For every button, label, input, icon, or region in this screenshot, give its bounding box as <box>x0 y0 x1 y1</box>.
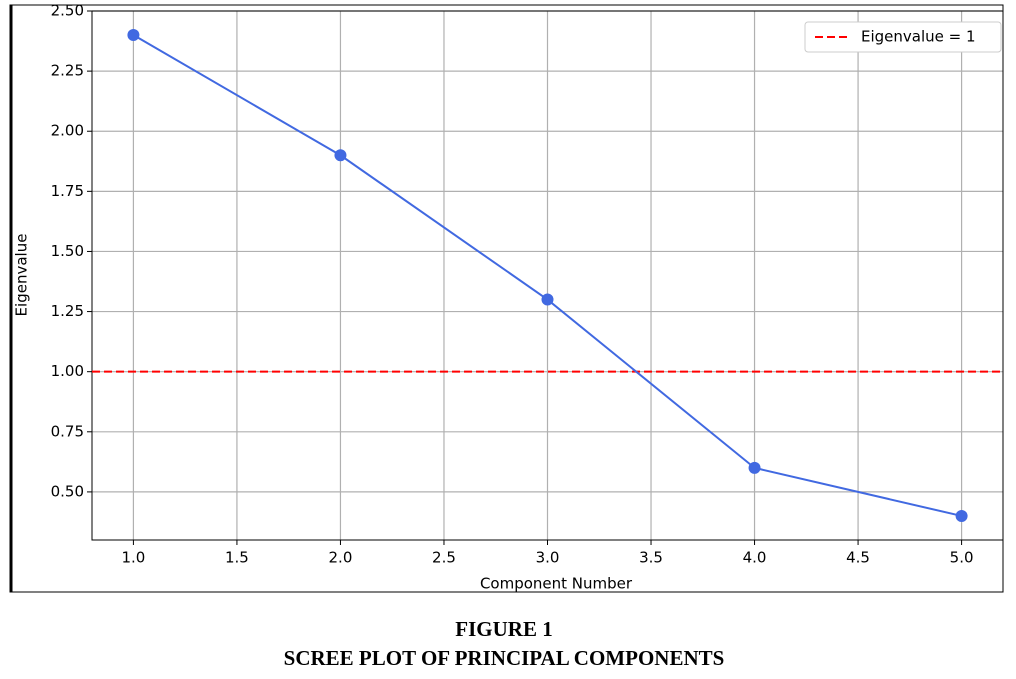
x-tick-label: 4.5 <box>846 549 870 567</box>
x-axis-label: Component Number <box>480 575 633 593</box>
figure-frame <box>9 4 1004 593</box>
x-tick-label: 2.5 <box>432 549 456 567</box>
data-point <box>541 293 554 306</box>
x-tick-label: 3.0 <box>536 549 560 567</box>
data-point <box>334 149 347 162</box>
y-tick-label: 1.00 <box>51 362 84 380</box>
y-tick-label: 0.50 <box>51 482 84 500</box>
y-tick-label: 1.75 <box>51 182 84 200</box>
y-tick-label: 2.25 <box>51 62 84 80</box>
x-tick-label: 2.0 <box>329 549 353 567</box>
y-tick-label: 1.50 <box>51 242 84 260</box>
x-tick-label: 3.5 <box>639 549 663 567</box>
plot-frame <box>91 10 1004 541</box>
data-point <box>748 461 761 474</box>
x-tick-label: 1.0 <box>121 549 145 567</box>
y-tick-label: 2.00 <box>51 122 84 140</box>
figure-label: FIGURE 1 <box>455 617 552 641</box>
x-tick-label: 5.0 <box>950 549 974 567</box>
legend-box <box>804 21 1002 53</box>
legend-label: Eigenvalue = 1 <box>861 28 976 46</box>
y-tick-label: 2.50 <box>51 2 84 20</box>
y-axis-label: Eigenvalue <box>13 234 31 317</box>
figure-caption: SCREE PLOT OF PRINCIPAL COMPONENTS <box>284 646 725 670</box>
y-tick-label: 0.75 <box>51 422 84 440</box>
x-tick-label: 4.0 <box>743 549 767 567</box>
x-tick-label: 1.5 <box>225 549 249 567</box>
data-point <box>955 509 968 522</box>
y-tick-label: 1.25 <box>51 302 84 320</box>
data-point <box>127 29 140 42</box>
